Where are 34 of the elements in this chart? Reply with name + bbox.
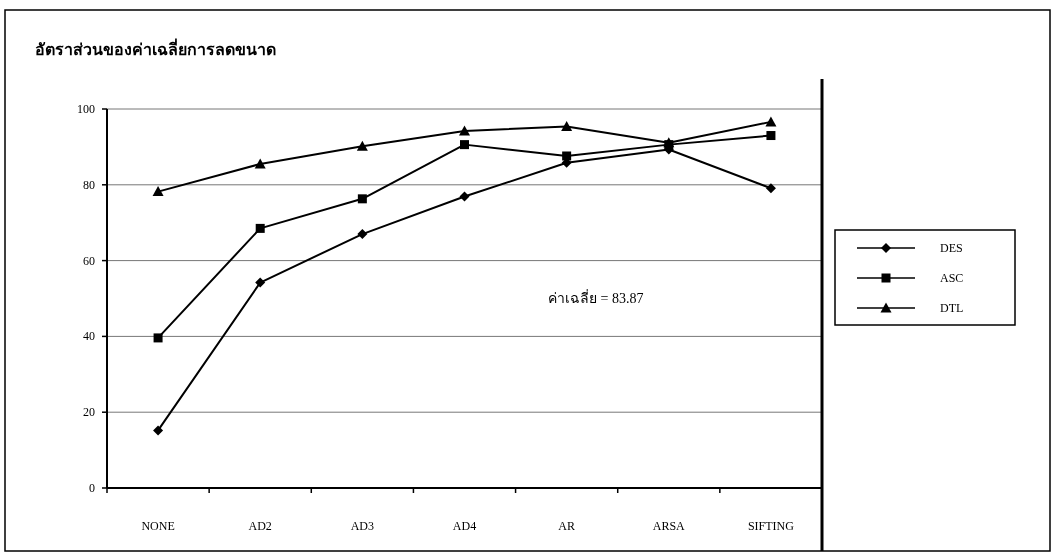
point — [357, 229, 368, 240]
x-tick-label: ARSA — [652, 519, 686, 533]
point — [561, 120, 573, 131]
point — [255, 277, 266, 288]
point — [765, 183, 776, 194]
x-tick-label: AR — [558, 519, 575, 533]
point — [765, 116, 777, 127]
point — [766, 131, 776, 141]
x-tick-label: NONE — [141, 519, 175, 533]
y-tick-label: 80 — [83, 177, 95, 192]
y-tick-label: 40 — [83, 329, 95, 344]
point — [153, 333, 163, 343]
x-tick-label: AD4 — [452, 519, 477, 533]
y-tick-label: 20 — [83, 405, 95, 420]
chart-title: อัตราส่วนของค่าเฉลี่ยการลดขนาด — [35, 38, 276, 58]
y-tick-label: 0 — [89, 481, 95, 495]
point — [459, 191, 470, 202]
point — [459, 125, 470, 136]
x-tick-label: AD3 — [350, 519, 375, 533]
point — [255, 223, 265, 233]
point — [460, 140, 469, 150]
y-tick-label: 60 — [83, 253, 95, 268]
point — [356, 140, 368, 151]
point — [153, 425, 164, 436]
legend-label: ASC — [940, 271, 964, 285]
point — [152, 186, 164, 197]
point — [254, 158, 266, 169]
legend-label: DES — [940, 241, 963, 255]
x-tick-label: AD2 — [248, 519, 272, 533]
y-tick-label: 100 — [77, 102, 95, 116]
legend-label: DTL — [940, 301, 964, 315]
x-tick-label: SIFTING — [747, 519, 795, 533]
annotation: ค่าเฉลี่ย = 83.87 — [548, 289, 644, 306]
point — [357, 194, 367, 204]
